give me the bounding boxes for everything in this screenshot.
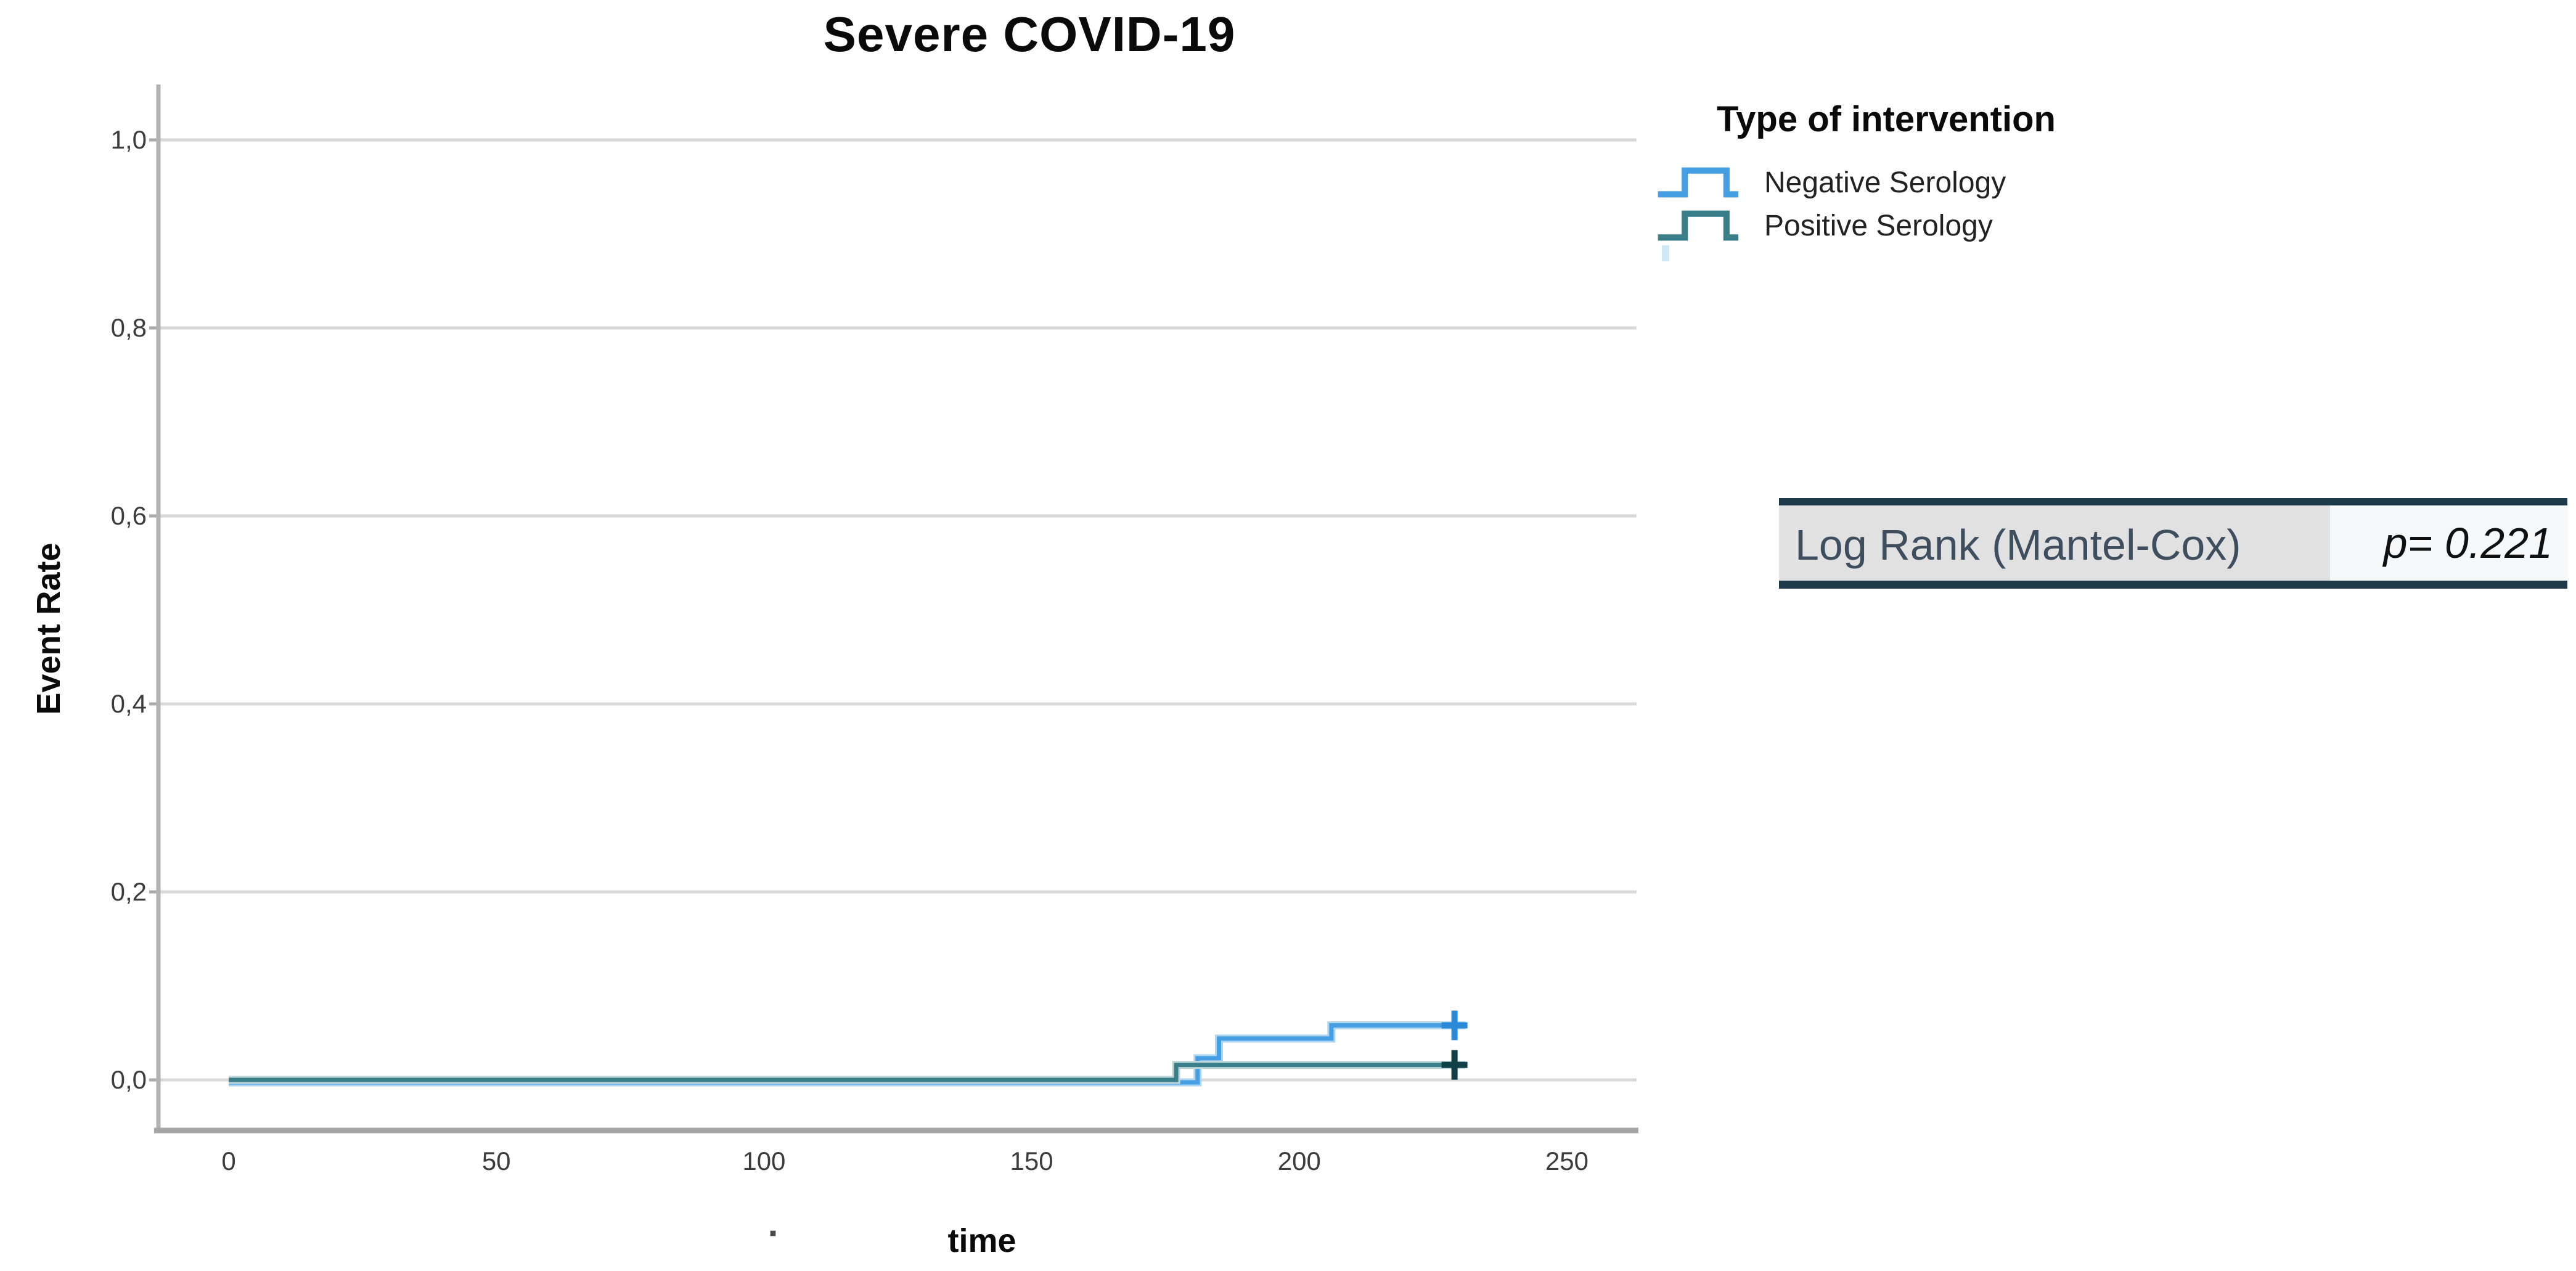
y-tick-label: 0,2 xyxy=(110,877,147,906)
legend-items: Negative Serology Positive Serology xyxy=(1640,161,2133,247)
legend-title: Type of intervention xyxy=(1717,99,2056,139)
series-line-halo-negative-serology xyxy=(229,1021,1466,1087)
series-line-positive-serology xyxy=(229,1063,1466,1082)
stray-dot-artifact xyxy=(770,1230,776,1236)
legend-censor-artifact xyxy=(1662,245,1669,261)
x-tick-label: 250 xyxy=(1545,1146,1589,1175)
series-line-halo-positive-serology xyxy=(229,1061,1466,1084)
stats-table-label-cell: Log Rank (Mantel-Cox) xyxy=(1779,505,2330,581)
legend: Type of intervention Negative Serology Po… xyxy=(1640,99,2133,247)
stats-table-value-cell: p= 0.221 xyxy=(2330,505,2567,581)
legend-item: Positive Serology xyxy=(1640,204,2133,247)
x-tick-label: 200 xyxy=(1277,1146,1321,1175)
x-tick-label: 50 xyxy=(481,1146,511,1175)
legend-item-label: Positive Serology xyxy=(1764,209,1993,242)
y-tick-label: 0,8 xyxy=(110,313,147,342)
y-tick-label: 0,4 xyxy=(110,689,147,718)
stats-table: Log Rank (Mantel-Cox) p= 0.221 xyxy=(1779,498,2567,589)
y-tick-label: 0,0 xyxy=(110,1065,147,1094)
y-tick-label: 1,0 xyxy=(110,125,147,154)
y-tick-label: 0,6 xyxy=(110,501,147,530)
legend-step-icon xyxy=(1658,210,1739,241)
legend-item: Negative Serology xyxy=(1640,161,2133,204)
x-tick-label: 100 xyxy=(742,1146,786,1175)
legend-step-icon xyxy=(1658,167,1739,198)
legend-item-label: Negative Serology xyxy=(1764,166,2006,199)
chart-title: Severe COVID-19 xyxy=(823,7,1236,62)
x-axis-title: time xyxy=(947,1222,1016,1259)
x-tick-label: 0 xyxy=(221,1146,236,1175)
y-axis-title: Event Rate xyxy=(30,542,67,715)
series-line-negative-serology xyxy=(229,1023,1466,1085)
x-tick-label: 150 xyxy=(1010,1146,1053,1175)
